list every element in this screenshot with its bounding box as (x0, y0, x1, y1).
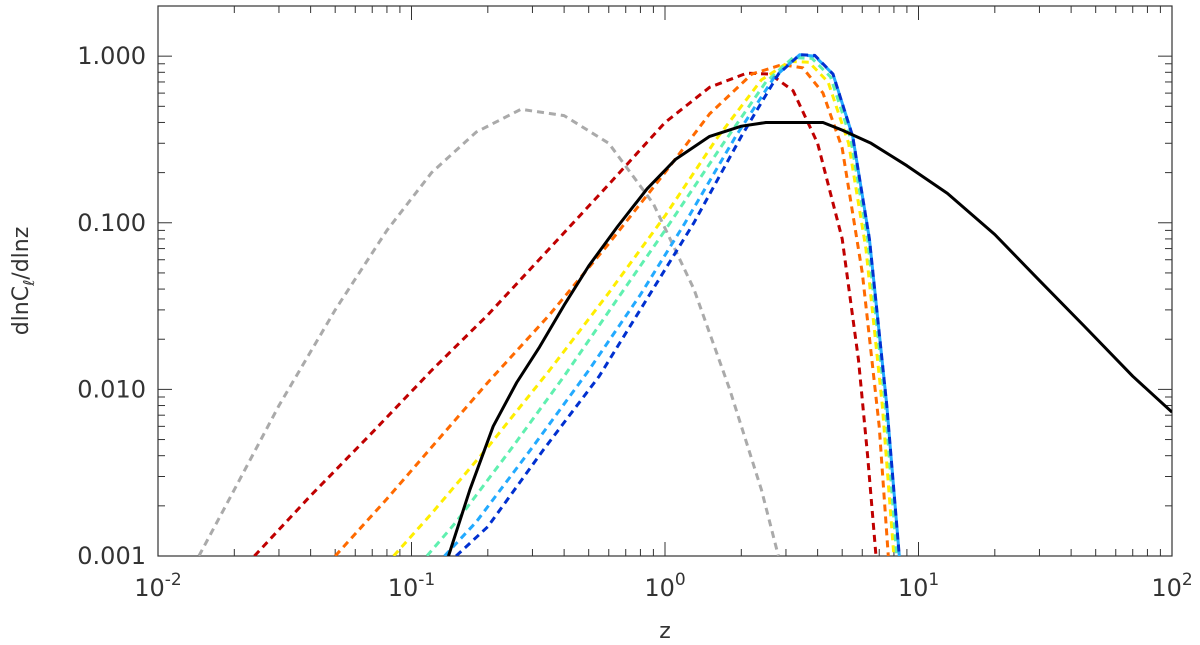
x-tick-label: 10-1 (388, 570, 436, 602)
series-line-7 (455, 53, 901, 556)
series-group (197, 53, 1172, 556)
series-line-8 (447, 121, 1172, 556)
series-line-5 (425, 56, 899, 556)
y-tick-label: 1.000 (77, 42, 146, 70)
tick-labels: 10-2 10-1 100 101 102 0.001 0.010 0.100 1.000 (77, 42, 1192, 602)
series-line-6 (443, 53, 901, 556)
series-line-3 (334, 63, 890, 556)
y-axis-label: dlnCℓ/dlnz (9, 227, 38, 336)
x-tick-label: 101 (898, 570, 939, 602)
plot-frame (157, 5, 1173, 557)
x-axis-label: z (659, 619, 671, 644)
y-tick-label: 0.100 (77, 209, 146, 237)
series-line-2 (253, 71, 878, 556)
series-line-4 (392, 59, 896, 556)
x-tick-label: 10-2 (134, 570, 182, 602)
axis-ticks (157, 5, 1173, 557)
y-tick-label: 0.001 (77, 542, 146, 570)
x-tick-label: 102 (1151, 570, 1192, 602)
series-line-1 (197, 107, 780, 556)
y-tick-label: 0.010 (77, 375, 146, 403)
x-tick-label: 100 (644, 570, 685, 602)
